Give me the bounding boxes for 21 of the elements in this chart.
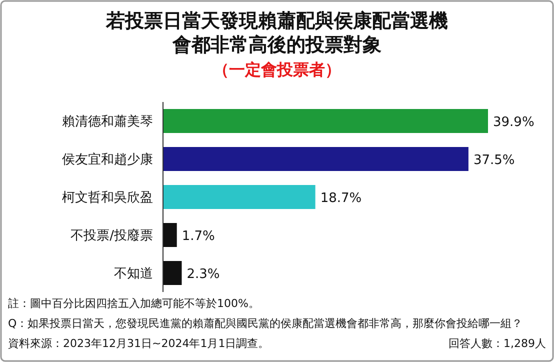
data-label: 37.5%	[473, 153, 515, 168]
data-label: 18.7%	[320, 191, 362, 206]
y-tick-label: 不知道	[114, 266, 153, 282]
data-label: 39.9%	[493, 115, 534, 130]
text: Q：如果投票日當天，您發現民進黨的賴蕭配與國民黨的侯康配當選機會都非常高，那麼你會投給哪一組？	[8, 317, 523, 330]
bar	[163, 147, 468, 171]
text: 回答人數：1,289人	[448, 337, 546, 350]
bar	[163, 223, 177, 247]
y-tick-label: 不投票/投廢票	[70, 228, 153, 244]
chart-title: 若投票日當天發現賴蕭配與侯康配當選機會都非常高後的投票對象	[105, 10, 448, 56]
bar	[163, 185, 316, 209]
y-tick-label: 柯文哲和吳欣盈	[62, 190, 153, 206]
chart-subtitle: （一定會投票者）	[213, 60, 341, 79]
text: 註：圖中百分比因四捨五入加總可能不等於100%。	[8, 297, 260, 310]
y-tick-label: 侯友宜和趙少康	[62, 152, 153, 168]
y-tick-label: 賴清德和蕭美琴	[62, 114, 153, 130]
source-note: 資料來源：2023年12月31日~2024年1月1日調查。	[8, 337, 270, 350]
bar	[163, 109, 488, 133]
data-label: 1.7%	[182, 229, 215, 244]
bar	[163, 261, 182, 285]
data-label: 2.3%	[186, 267, 220, 282]
